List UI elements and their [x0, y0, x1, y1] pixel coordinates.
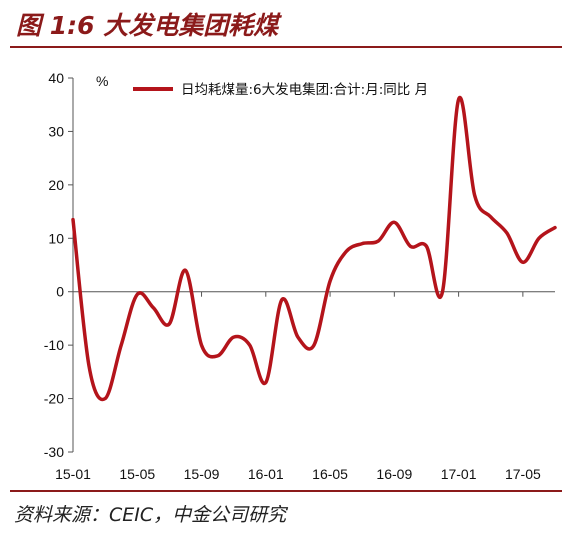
y-tick-label: -20 [44, 391, 64, 407]
y-axis-unit-label: % [96, 73, 108, 89]
x-tick-label: 15-09 [184, 466, 220, 482]
y-tick-label: 0 [56, 284, 64, 300]
bottom-divider [10, 490, 562, 492]
y-tick-label: -30 [44, 444, 64, 460]
y-tick-label: 30 [48, 123, 64, 139]
x-tick-label: 17-01 [441, 466, 477, 482]
x-tick-label: 15-05 [119, 466, 155, 482]
figure-title: 图 1:6 大发电集团耗煤 [16, 11, 279, 40]
source-note: 资料来源：CEIC，中金公司研究 [14, 504, 287, 526]
x-tick-label: 16-05 [312, 466, 348, 482]
top-divider [10, 46, 562, 48]
x-tick-label: 17-05 [505, 466, 541, 482]
x-axis: 15-01 15-05 15-09 16-01 16-05 16-09 17-01 17-05 [55, 291, 555, 482]
legend: 日均耗煤量:6大发电集团:合计:月:同比 月 [133, 82, 428, 98]
x-tick-label: 16-01 [248, 466, 284, 482]
y-tick-label: 20 [48, 177, 64, 193]
x-tick-label: 16-09 [376, 466, 412, 482]
series-line [71, 95, 557, 402]
y-tick-label: 10 [48, 230, 64, 246]
legend-entry: 日均耗煤量:6大发电集团:合计:月:同比 月 [181, 82, 428, 98]
x-tick-label: 15-01 [55, 466, 91, 482]
y-tick-label: 40 [48, 70, 64, 86]
y-axis: 40 30 20 10 0 -10 -20 -30 [44, 70, 74, 460]
y-tick-label: -10 [44, 337, 64, 353]
